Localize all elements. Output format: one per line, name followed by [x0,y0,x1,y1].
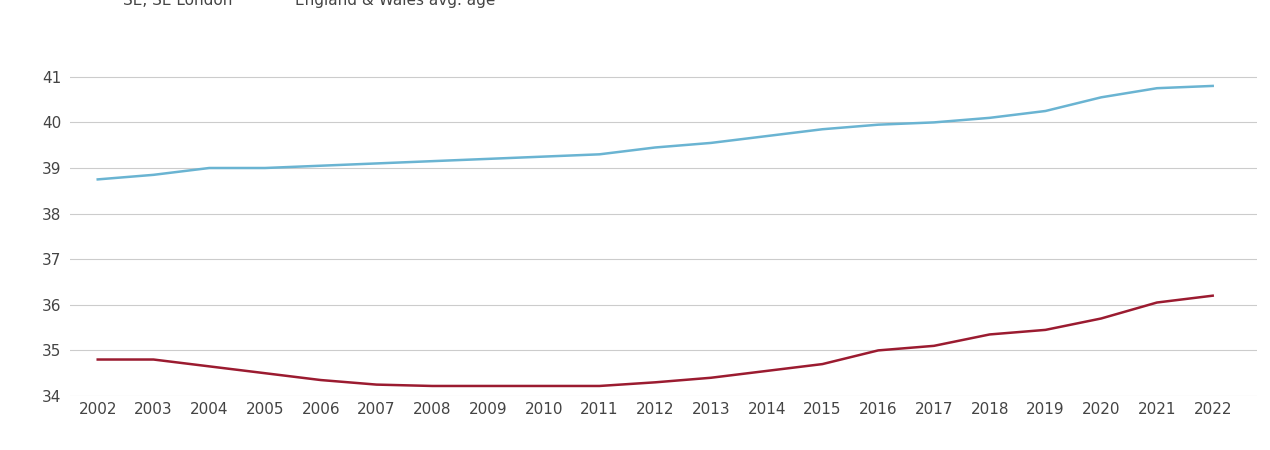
SE, SE London [1093,316,1109,321]
England & Wales avg. age [1149,86,1165,91]
SE, SE London [368,382,384,387]
England & Wales avg. age [1093,94,1109,100]
Line: England & Wales avg. age: England & Wales avg. age [98,86,1213,180]
England & Wales avg. age [926,120,941,125]
England & Wales avg. age [424,158,439,164]
SE, SE London [202,364,217,369]
SE, SE London [759,368,775,373]
England & Wales avg. age [592,152,607,157]
England & Wales avg. age [704,140,719,146]
England & Wales avg. age [1205,83,1220,89]
SE, SE London [982,332,997,337]
Line: SE, SE London: SE, SE London [98,296,1213,386]
England & Wales avg. age [368,161,384,166]
SE, SE London [871,348,886,353]
SE, SE London [704,375,719,380]
England & Wales avg. age [536,154,551,159]
SE, SE London [90,357,105,362]
England & Wales avg. age [480,156,495,162]
SE, SE London [592,383,607,389]
England & Wales avg. age [146,172,161,178]
England & Wales avg. age [258,165,273,171]
SE, SE London [314,378,329,383]
SE, SE London [480,383,495,389]
SE, SE London [1038,327,1053,333]
Legend: SE, SE London, England & Wales avg. age: SE, SE London, England & Wales avg. age [77,0,502,14]
England & Wales avg. age [1038,108,1053,114]
England & Wales avg. age [815,126,831,132]
England & Wales avg. age [202,165,217,171]
England & Wales avg. age [648,145,663,150]
SE, SE London [815,361,831,367]
England & Wales avg. age [871,122,886,127]
SE, SE London [648,380,663,385]
SE, SE London [146,357,161,362]
England & Wales avg. age [759,133,775,139]
SE, SE London [1149,300,1165,305]
England & Wales avg. age [982,115,997,121]
SE, SE London [258,370,273,376]
SE, SE London [536,383,551,389]
SE, SE London [926,343,941,349]
England & Wales avg. age [90,177,105,182]
SE, SE London [1205,293,1220,298]
England & Wales avg. age [314,163,329,168]
SE, SE London [424,383,439,389]
